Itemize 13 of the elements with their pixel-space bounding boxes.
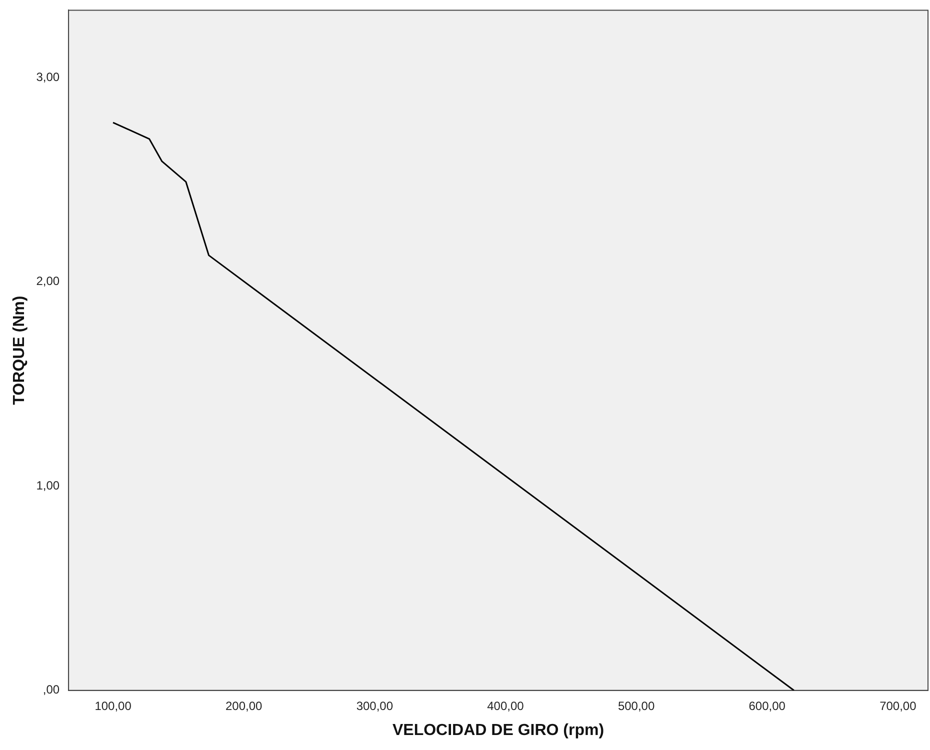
x-tick-label: 100,00 xyxy=(94,698,132,713)
x-tick-label: 200,00 xyxy=(225,698,263,713)
x-axis-title: VELOCIDAD DE GIRO (rpm) xyxy=(392,722,604,739)
y-axis-title: TORQUE (Nm) xyxy=(11,296,28,405)
x-tick-label: 700,00 xyxy=(880,698,917,713)
y-tick-label: 2,00 xyxy=(36,274,60,288)
x-tick-label: 600,00 xyxy=(748,698,786,713)
y-tick-label: 3,00 xyxy=(36,70,60,84)
y-tick-label: ,00 xyxy=(42,682,60,697)
x-tick-label: 500,00 xyxy=(618,698,655,713)
y-tick-label: 1,00 xyxy=(36,478,60,492)
x-tick-label: 300,00 xyxy=(356,698,394,713)
x-tick-label: 400,00 xyxy=(487,698,524,713)
